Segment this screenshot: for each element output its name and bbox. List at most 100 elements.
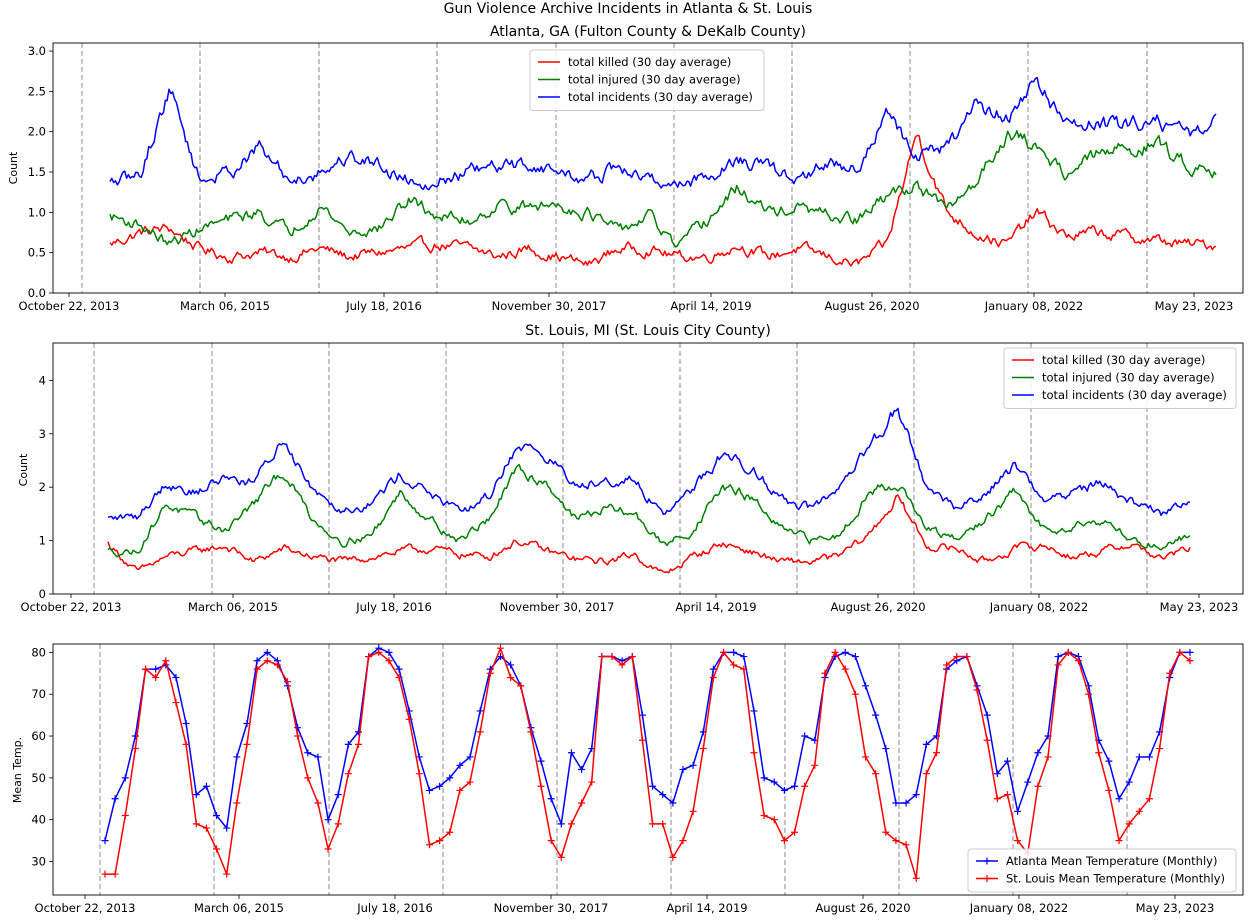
axes-stlouis: St. Louis, MI (St. Louis City County) Co… [17,323,1244,614]
y-tick-label: 2.5 [28,84,46,98]
data-point-marker [1014,807,1022,815]
data-point-marker [142,665,150,673]
y-tick-label: 3 [39,427,46,441]
data-point-marker [851,690,859,698]
x-tick-label: August 26, 2020 [815,901,910,915]
data-point-marker [202,782,210,790]
data-point-marker [821,669,829,677]
data-point-marker [1135,807,1143,815]
x-tick-label: March 06, 2015 [180,299,270,313]
legend-frame [967,848,1237,893]
data-point-marker [385,657,393,665]
series-line [104,647,1190,841]
y-tick-label: 50 [31,771,46,785]
x-tick-label: November 30, 2017 [500,600,615,614]
data-point-marker [567,820,575,828]
x-tick-label: May 23, 2023 [1136,901,1215,915]
data-point-marker [294,732,302,740]
x-tick-label: August 26, 2020 [830,600,925,614]
data-point-marker [507,661,515,669]
data-point-marker [547,795,555,803]
legend-entry: total injured (30 day average) [568,73,741,87]
x-tick-label: November 30, 2017 [494,901,609,915]
data-point-marker [365,653,373,661]
axes-frame [52,643,1244,896]
atlanta-plot-area: 0.0 0.5 1.0 1.5 2.0 2.5 3.0 October 22, 2013 Mar… [19,42,1244,313]
data-point-marker [436,837,444,845]
data-point-marker [344,740,352,748]
data-point-marker [770,816,778,824]
data-point-marker [324,845,332,853]
legend: Atlanta Mean Temperature (Monthly) St. Lo… [967,848,1237,893]
legend-entry: total killed (30 day average) [568,55,731,69]
data-point-marker [121,774,129,782]
data-point-marker [730,648,738,656]
data-point-marker [699,745,707,753]
data-point-marker [355,728,363,736]
data-point-marker [162,657,170,665]
y-tick-label: 4 [39,373,46,387]
data-point-marker [892,799,900,807]
figure-title: Gun Violence Archive Incidents in Atlant… [444,1,813,17]
temperature-y-axis-label: Mean Temp. [11,737,24,803]
data-point-marker [922,770,930,778]
data-point-marker [1166,669,1174,677]
data-point-marker [415,753,423,761]
y-tick-label: 70 [31,687,46,701]
data-point-marker [1145,753,1153,761]
data-point-marker [618,661,626,669]
data-point-marker [1125,820,1133,828]
data-point-marker [273,661,281,669]
data-point-marker [1034,782,1042,790]
stlouis-chart-title: St. Louis, MI (St. Louis City County) [525,323,771,339]
data-point-marker [841,665,849,673]
y-tick-label: 1 [39,534,46,548]
data-point-marker [1095,749,1103,757]
data-point-marker [304,774,312,782]
data-point-marker [649,782,657,790]
data-point-marker [476,707,484,715]
data-point-marker [446,774,454,782]
data-point-marker [1054,653,1062,661]
y-tick-label: 2.0 [28,125,46,139]
data-point-marker [1034,749,1042,757]
data-point-marker [578,766,586,773]
data-point-marker [233,753,241,761]
data-point-marker [496,644,504,652]
data-point-marker [892,837,900,845]
data-point-marker [243,740,251,748]
y-tick-label: 0.0 [28,286,46,300]
stlouis-y-axis-label: Count [17,453,30,486]
atlanta-chart-title: Atlanta, GA (Fulton County & DeKalb Coun… [490,24,806,40]
data-point-marker [1024,778,1032,786]
data-point-marker [669,853,677,861]
data-point-marker [537,782,545,790]
axes-temperature: Mean Temp. 30 40 50 60 70 80 October 22, 2013 M… [11,643,1244,915]
data-point-marker [740,665,748,673]
legend-marker [983,857,991,865]
series-line [107,494,1191,574]
axes-frame [52,42,1244,294]
data-point-marker [1003,791,1011,799]
x-tick-label: August 26, 2020 [824,299,919,313]
data-point-marker [476,728,484,736]
data-point-marker [963,653,971,661]
data-point-marker [770,778,778,786]
data-point-marker [294,724,302,732]
data-point-marker [1074,657,1082,665]
data-point-marker [882,745,890,753]
x-tick-label: July 18, 2016 [345,299,422,313]
x-tick-label: January 08, 2022 [989,600,1088,614]
data-point-marker [922,740,930,748]
data-point-marker [152,673,160,681]
data-point-marker [1054,661,1062,669]
data-point-marker [679,766,687,773]
series-line [105,647,1191,880]
data-point-marker [679,837,687,845]
data-point-marker [213,845,221,853]
data-point-marker [872,770,880,778]
series-line [109,134,1217,267]
data-point-marker [872,711,880,719]
data-point-marker [446,828,454,836]
data-point-marker [223,824,231,832]
